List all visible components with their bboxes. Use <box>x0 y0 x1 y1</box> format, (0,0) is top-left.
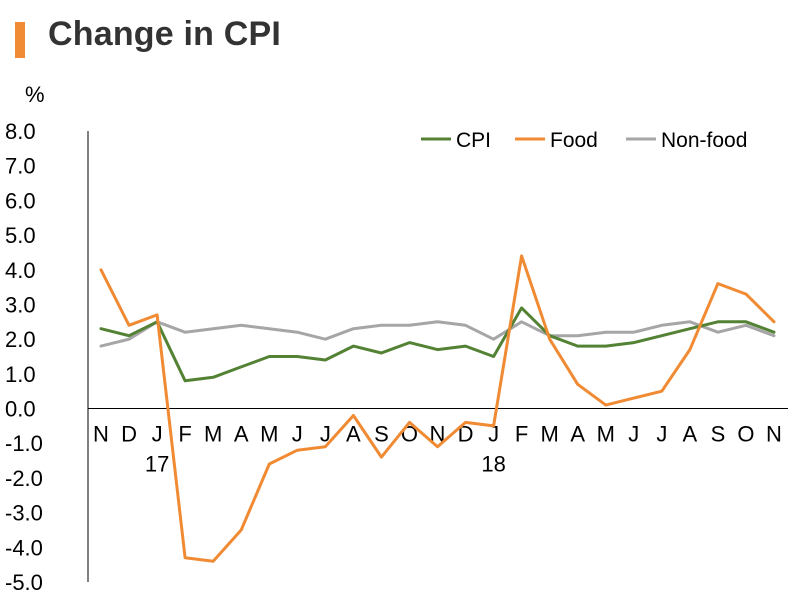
title-accent-bar <box>15 22 25 58</box>
y-tick-label: -4.0 <box>5 535 43 560</box>
series-line-food <box>99 254 776 563</box>
x-tick-label: N <box>93 422 109 447</box>
x-tick-label: M <box>204 422 222 447</box>
x-tick-label: A <box>683 422 698 447</box>
series-line-cpi <box>99 306 776 383</box>
x-tick-label: S <box>374 422 389 447</box>
legend-label-non-food: Non-food <box>661 129 747 152</box>
x-tick-label: J <box>628 422 639 447</box>
y-tick-label: 1.0 <box>5 362 36 387</box>
series-line-non-food <box>99 320 776 348</box>
y-tick-label: 5.0 <box>5 223 36 248</box>
y-tick-label: 3.0 <box>5 292 36 317</box>
x-tick-label: D <box>121 422 137 447</box>
axes-layer: 8.0 7.0 6.0 5.0 4.0 3.0 2.0 1.0 0.0 -1.0 -2.0 -3.0 -… <box>5 119 788 595</box>
x-tick-label: N <box>430 422 446 447</box>
y-tick-label: 2.0 <box>5 327 36 352</box>
chart-title: Change in CPI <box>48 15 282 53</box>
y-axis-unit-label: % <box>25 82 45 107</box>
y-tick-label: -1.0 <box>5 431 43 456</box>
y-tick-label: 7.0 <box>5 154 36 179</box>
x-tick-label: J <box>320 422 331 447</box>
x-tick-label: M <box>541 422 559 447</box>
y-tick-label: 0.0 <box>5 397 36 422</box>
x-tick-label: M <box>260 422 278 447</box>
y-tick-label: 4.0 <box>5 258 36 283</box>
y-tick-label: -3.0 <box>5 501 43 526</box>
x-tick-label: J <box>292 422 303 447</box>
x-tick-label: O <box>401 422 418 447</box>
x-tick-label: J <box>488 422 499 447</box>
x-tick-label: A <box>570 422 585 447</box>
x-tick-label: N <box>766 422 782 447</box>
legend-layer: CPI Food Non-food <box>421 129 747 152</box>
legend-label-food: Food <box>550 129 598 152</box>
x-tick-label: F <box>178 422 191 447</box>
x-tick-label: A <box>346 422 361 447</box>
x-tick-label: J <box>656 422 667 447</box>
x-tick-label: A <box>234 422 249 447</box>
x-tick-label: F <box>515 422 528 447</box>
x-year-label: 17 <box>145 452 169 477</box>
series-lines-layer <box>99 254 776 563</box>
x-tick-label: O <box>737 422 754 447</box>
y-tick-label: 6.0 <box>5 188 36 213</box>
legend-label-cpi: CPI <box>456 129 491 152</box>
x-tick-label: M <box>597 422 615 447</box>
y-tick-label: -5.0 <box>5 570 43 595</box>
y-tick-label: 8.0 <box>5 119 36 144</box>
x-tick-label: J <box>152 422 163 447</box>
x-tick-label: S <box>711 422 726 447</box>
x-year-label: 18 <box>481 452 505 477</box>
y-tick-label: -2.0 <box>5 466 43 491</box>
